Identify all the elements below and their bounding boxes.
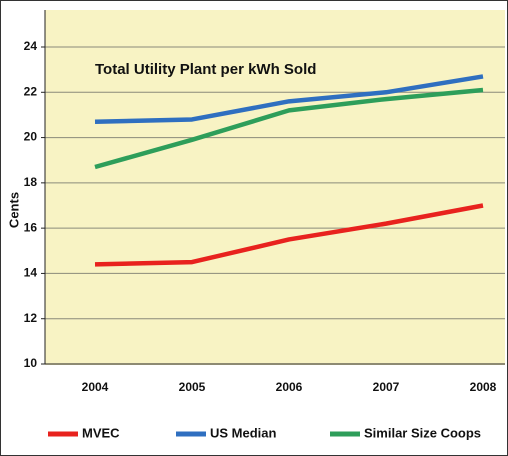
y-tick-label: 16	[24, 220, 38, 234]
x-tick-label: 2004	[82, 380, 109, 394]
y-tick-label: 18	[24, 175, 38, 189]
y-tick-label: 22	[24, 84, 38, 98]
x-tick-label: 2005	[179, 380, 206, 394]
y-axis-label: Cents	[6, 192, 21, 228]
x-tick-label: 2007	[373, 380, 400, 394]
y-tick-label: 20	[24, 130, 38, 144]
plot-area	[45, 10, 505, 365]
y-tick-label: 14	[24, 266, 38, 280]
series-line	[94, 87, 484, 170]
legend-label: US Median	[210, 425, 277, 440]
legend-label: MVEC	[82, 425, 120, 440]
y-tick-label: 10	[24, 356, 38, 370]
chart-title: Total Utility Plant per kWh Sold	[95, 61, 316, 78]
x-tick-label: 2008	[470, 380, 497, 394]
y-tick-label: 12	[24, 311, 38, 325]
y-tick-label: 24	[24, 39, 38, 53]
series-line	[94, 74, 484, 124]
x-tick-label: 2006	[276, 380, 303, 394]
series-line	[94, 203, 484, 267]
legend-label: Similar Size Coops	[364, 425, 481, 440]
